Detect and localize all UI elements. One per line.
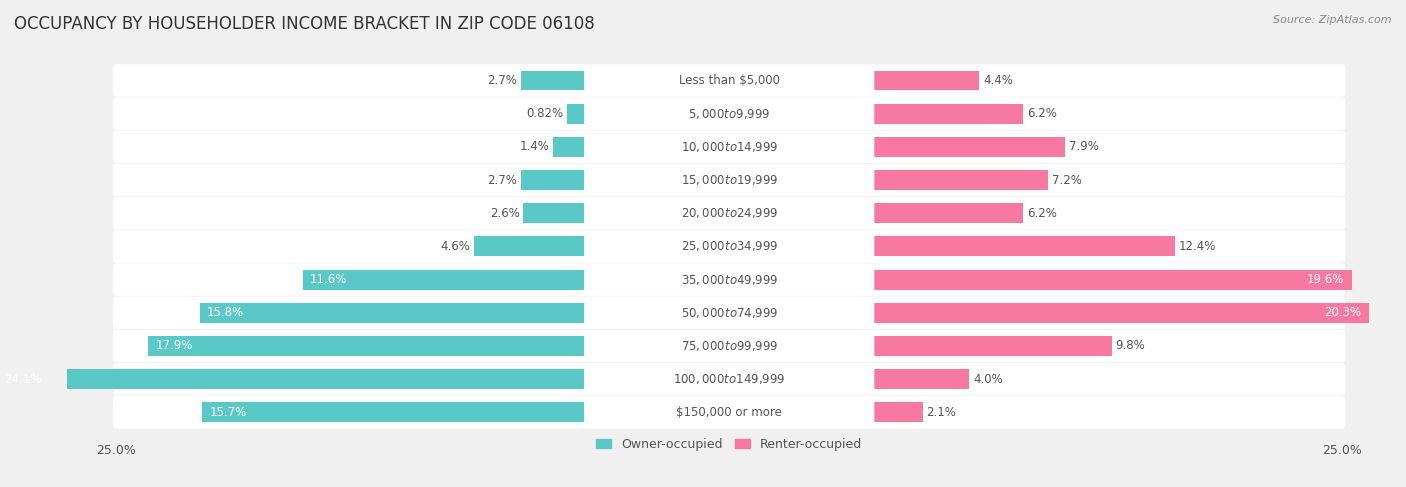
- Text: 4.6%: 4.6%: [440, 240, 471, 253]
- FancyBboxPatch shape: [112, 330, 1346, 362]
- Text: 0.82%: 0.82%: [526, 107, 564, 120]
- Bar: [872, 369, 969, 389]
- FancyBboxPatch shape: [583, 133, 875, 161]
- Legend: Owner-occupied, Renter-occupied: Owner-occupied, Renter-occupied: [591, 432, 868, 456]
- Text: 15.8%: 15.8%: [207, 306, 245, 319]
- FancyBboxPatch shape: [112, 197, 1346, 229]
- Bar: [202, 402, 588, 422]
- Text: 7.9%: 7.9%: [1069, 140, 1098, 153]
- Bar: [302, 270, 588, 290]
- Text: 24.1%: 24.1%: [4, 373, 41, 386]
- Bar: [553, 137, 588, 157]
- Text: $50,000 to $74,999: $50,000 to $74,999: [681, 306, 778, 320]
- Bar: [872, 71, 979, 91]
- Text: $10,000 to $14,999: $10,000 to $14,999: [681, 140, 778, 154]
- Bar: [872, 137, 1064, 157]
- FancyBboxPatch shape: [583, 67, 875, 94]
- FancyBboxPatch shape: [112, 97, 1346, 130]
- Text: 4.0%: 4.0%: [973, 373, 1002, 386]
- Text: 4.4%: 4.4%: [983, 74, 1012, 87]
- Text: 11.6%: 11.6%: [311, 273, 347, 286]
- FancyBboxPatch shape: [112, 396, 1346, 429]
- Text: 2.7%: 2.7%: [488, 173, 517, 187]
- FancyBboxPatch shape: [583, 299, 875, 327]
- FancyBboxPatch shape: [583, 166, 875, 194]
- FancyBboxPatch shape: [112, 363, 1346, 395]
- Text: $150,000 or more: $150,000 or more: [676, 406, 782, 419]
- FancyBboxPatch shape: [583, 398, 875, 426]
- Bar: [872, 402, 922, 422]
- Text: 2.1%: 2.1%: [927, 406, 956, 419]
- Bar: [872, 237, 1175, 256]
- FancyBboxPatch shape: [583, 365, 875, 393]
- FancyBboxPatch shape: [583, 100, 875, 128]
- Bar: [872, 270, 1351, 290]
- Text: OCCUPANCY BY HOUSEHOLDER INCOME BRACKET IN ZIP CODE 06108: OCCUPANCY BY HOUSEHOLDER INCOME BRACKET …: [14, 15, 595, 33]
- Bar: [520, 71, 588, 91]
- Bar: [149, 336, 588, 356]
- Text: 2.6%: 2.6%: [489, 206, 520, 220]
- Text: 9.8%: 9.8%: [1115, 339, 1144, 353]
- Bar: [872, 104, 1024, 124]
- FancyBboxPatch shape: [112, 64, 1346, 97]
- Text: 6.2%: 6.2%: [1026, 206, 1057, 220]
- Text: Source: ZipAtlas.com: Source: ZipAtlas.com: [1274, 15, 1392, 25]
- Text: 6.2%: 6.2%: [1026, 107, 1057, 120]
- Text: 2.7%: 2.7%: [488, 74, 517, 87]
- Text: Less than $5,000: Less than $5,000: [679, 74, 780, 87]
- FancyBboxPatch shape: [112, 164, 1346, 196]
- Bar: [200, 303, 588, 323]
- Text: $75,000 to $99,999: $75,000 to $99,999: [681, 339, 778, 353]
- Bar: [872, 203, 1024, 223]
- Text: 1.4%: 1.4%: [519, 140, 550, 153]
- Text: 12.4%: 12.4%: [1180, 240, 1216, 253]
- Text: $25,000 to $34,999: $25,000 to $34,999: [681, 240, 778, 253]
- FancyBboxPatch shape: [583, 232, 875, 261]
- FancyBboxPatch shape: [112, 131, 1346, 163]
- Text: 19.6%: 19.6%: [1308, 273, 1344, 286]
- Bar: [523, 203, 588, 223]
- FancyBboxPatch shape: [583, 332, 875, 360]
- Bar: [474, 237, 588, 256]
- Text: $20,000 to $24,999: $20,000 to $24,999: [681, 206, 778, 220]
- Text: $100,000 to $149,999: $100,000 to $149,999: [673, 372, 786, 386]
- Text: 7.2%: 7.2%: [1052, 173, 1081, 187]
- Bar: [0, 369, 588, 389]
- Text: $35,000 to $49,999: $35,000 to $49,999: [681, 273, 778, 286]
- FancyBboxPatch shape: [112, 263, 1346, 296]
- Bar: [872, 303, 1369, 323]
- Text: $5,000 to $9,999: $5,000 to $9,999: [688, 107, 770, 121]
- Bar: [567, 104, 588, 124]
- FancyBboxPatch shape: [112, 297, 1346, 329]
- Text: $15,000 to $19,999: $15,000 to $19,999: [681, 173, 778, 187]
- Text: 20.3%: 20.3%: [1324, 306, 1361, 319]
- Bar: [520, 170, 588, 190]
- Bar: [872, 170, 1047, 190]
- FancyBboxPatch shape: [112, 230, 1346, 262]
- Text: 17.9%: 17.9%: [156, 339, 193, 353]
- Text: 15.7%: 15.7%: [209, 406, 247, 419]
- FancyBboxPatch shape: [583, 265, 875, 294]
- Bar: [872, 336, 1112, 356]
- FancyBboxPatch shape: [583, 199, 875, 227]
